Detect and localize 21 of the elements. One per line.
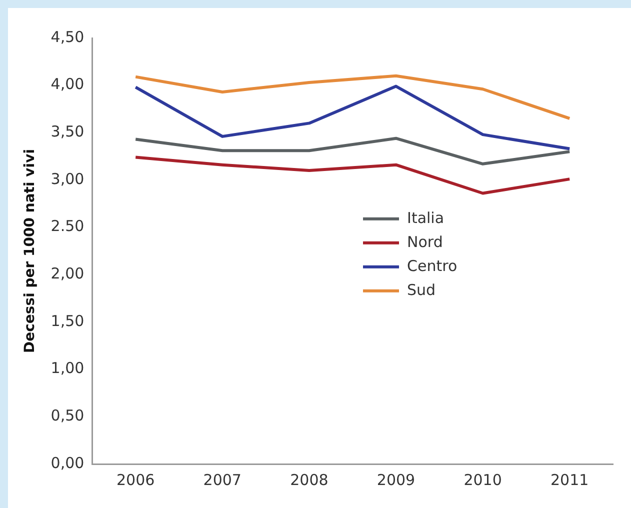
y-tick-label: 2.50 bbox=[50, 217, 84, 236]
y-axis-title: Decessi per 1000 nati vivi bbox=[22, 148, 38, 354]
y-tick-label: 1,50 bbox=[50, 312, 84, 330]
legend-label: Nord bbox=[407, 232, 443, 251]
x-tick-label: 2006 bbox=[116, 470, 155, 489]
legend-label: Italia bbox=[407, 208, 444, 227]
y-tick-label: 0,50 bbox=[50, 406, 84, 425]
legend-label: Sud bbox=[407, 280, 436, 299]
y-tick-label: 4,50 bbox=[50, 28, 84, 46]
y-tick-label: 4,00 bbox=[50, 75, 84, 94]
y-tick-label: 2,00 bbox=[50, 264, 84, 283]
y-tick-label: 3,00 bbox=[50, 170, 84, 188]
legend-label: Centro bbox=[407, 256, 458, 275]
y-tick-label: 1,00 bbox=[50, 359, 84, 378]
x-tick-label: 2008 bbox=[290, 470, 328, 489]
y-tick-label: 0,00 bbox=[50, 454, 84, 472]
x-tick-label: 2009 bbox=[376, 470, 416, 489]
x-tick-label: 2007 bbox=[203, 470, 242, 489]
y-tick-label: 3,50 bbox=[50, 122, 84, 141]
x-tick-label: 2011 bbox=[550, 470, 589, 489]
x-tick-label: 2010 bbox=[464, 470, 502, 489]
